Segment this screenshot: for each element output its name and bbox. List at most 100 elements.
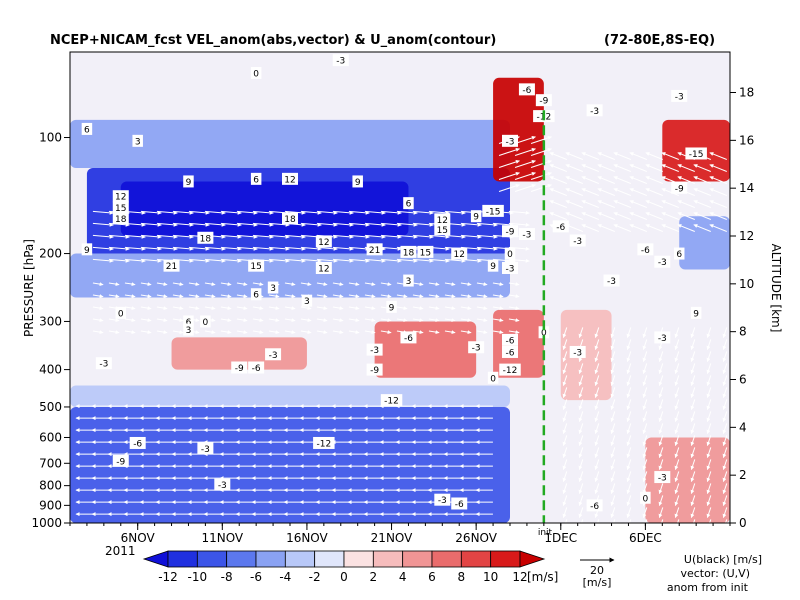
wind-vector-83	[124, 246, 146, 251]
contour-label-3: -3	[332, 54, 349, 67]
wind-vector-161	[508, 282, 520, 287]
vector-key-unit: [m/s]	[583, 576, 612, 589]
wind-vector-84	[140, 246, 162, 251]
wind-vector-674	[690, 375, 696, 387]
contour-label-text: -3	[590, 107, 599, 117]
colorbar-tick-label: 8	[458, 570, 466, 584]
x-tick-label: 6NOV	[121, 531, 156, 545]
wind-vector-620	[693, 224, 711, 232]
wind-vector-732	[562, 447, 568, 459]
contour-label-46: -9	[366, 363, 383, 376]
contour-label-29: 3	[267, 281, 279, 294]
wind-vector-607	[661, 212, 679, 220]
wind-vector-765	[562, 483, 568, 495]
vector-key: 20 [m/s]	[580, 557, 615, 589]
wind-vector-237	[428, 318, 440, 323]
x-tick-label: 21NOV	[371, 531, 413, 545]
anomaly-cell-5	[70, 385, 510, 407]
wind-vector-773	[690, 483, 696, 495]
wind-vector-204	[332, 306, 344, 311]
contour-label-82: 0	[640, 491, 651, 504]
wind-vector-587	[693, 188, 711, 196]
legend-note-3: anom from init	[667, 581, 749, 594]
colorbar-swatch-5	[314, 550, 345, 568]
y-tick-label: 1000	[31, 516, 62, 530]
contour-label-box	[352, 175, 363, 188]
contour-label-box	[200, 315, 211, 328]
wind-vector-710	[562, 423, 568, 435]
wind-vector-565	[693, 164, 711, 172]
contour-label-66: 0	[504, 247, 516, 260]
contour-label-box	[434, 223, 451, 236]
wind-vector-196	[204, 306, 216, 311]
anomaly-cell-1	[120, 181, 409, 236]
colorbar-swatch-8	[402, 550, 433, 568]
contour-label-20: 15	[417, 245, 434, 258]
wind-vector-31	[156, 222, 178, 227]
wind-vector-669	[610, 375, 616, 387]
contour-label-text: -12	[384, 397, 399, 407]
colorbar-swatch-10	[460, 550, 492, 568]
wind-vector-123	[332, 258, 354, 263]
contour-label-box	[502, 225, 518, 238]
contour-label-box	[654, 471, 671, 484]
wind-vector-593	[613, 200, 631, 208]
wind-vector-38	[268, 222, 290, 227]
contour-label-73: -15	[685, 147, 707, 160]
contour-label-text: 18	[200, 234, 212, 244]
wind-vector-795	[690, 507, 696, 519]
wind-vector-166	[156, 294, 168, 299]
wind-vector-74	[412, 234, 434, 239]
contour-label-box	[673, 247, 685, 260]
y-axis-right-label: ALTITUDE [km]	[769, 244, 783, 333]
contour-label-text: 3	[270, 284, 276, 294]
contour-label-text: -3	[438, 496, 447, 506]
contour-label-box	[535, 94, 552, 107]
contour-label-text: -9	[539, 97, 548, 107]
wind-vector-745	[594, 459, 600, 471]
wind-vector-91	[252, 246, 274, 251]
wind-vector-225	[236, 318, 248, 323]
wind-vector-744	[578, 459, 584, 471]
contour-label-26: 9	[487, 259, 499, 272]
wind-vector-677	[562, 387, 568, 399]
contour-label-text: 0	[541, 329, 547, 339]
colorbar-swatch-1	[196, 550, 228, 568]
y-tick-label: 800	[39, 479, 62, 493]
anomaly-cell-4	[70, 406, 510, 523]
wind-vector-535	[530, 147, 552, 156]
contour-label-81: -3	[654, 471, 671, 484]
contour-label-text: -15	[486, 207, 501, 217]
wind-vector-90	[236, 246, 258, 251]
contour-label-box	[250, 288, 262, 301]
wind-vector-21	[428, 210, 450, 215]
wind-vector-724	[610, 435, 616, 447]
wind-vector-737	[642, 447, 648, 459]
wind-vector-613	[581, 224, 599, 232]
colorbar-tick-label: 12	[512, 570, 527, 584]
wind-vector-641	[690, 339, 696, 351]
contour-label-text: -3	[658, 258, 667, 268]
wind-vector-718	[690, 423, 696, 435]
contour-label-text: 15	[250, 262, 261, 272]
wind-vector-169	[204, 294, 216, 299]
contour-label-33: 0	[115, 306, 127, 319]
wind-vector-743	[562, 459, 568, 471]
contour-label-box	[197, 442, 214, 455]
contour-label-4: 6	[250, 172, 262, 185]
contour-label-text: 6	[676, 250, 682, 260]
wind-vector-89	[220, 246, 242, 251]
wind-vector-17	[364, 210, 386, 215]
wind-vector-240	[476, 318, 488, 323]
wind-vector-217	[108, 318, 120, 323]
contour-label-box	[518, 83, 535, 96]
wind-vector-681	[626, 387, 632, 399]
wind-vector-266	[460, 330, 472, 335]
wind-vector-596	[661, 200, 679, 208]
contour-label-box	[504, 247, 516, 260]
contour-label-69: 0	[538, 326, 550, 339]
wind-vector-741	[706, 447, 712, 459]
wind-vector-93	[284, 246, 306, 251]
wind-vector-711	[578, 423, 584, 435]
